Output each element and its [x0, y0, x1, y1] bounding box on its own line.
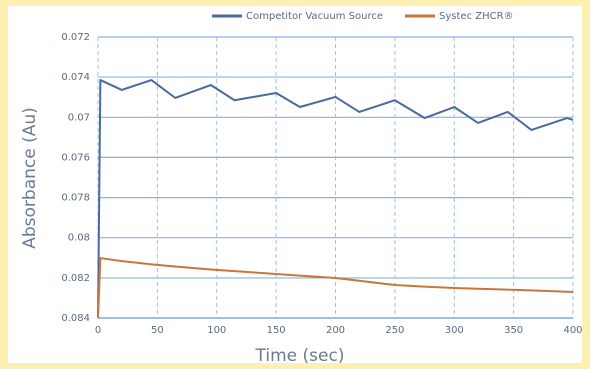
y-tick-label: 0.078: [61, 193, 90, 204]
x-tick-label: 50: [151, 325, 164, 336]
x-tick-label: 350: [504, 325, 523, 336]
x-tick-label: 150: [267, 325, 286, 336]
x-tick-label: 400: [563, 325, 582, 336]
plot-background: [8, 6, 582, 363]
x-tick-label: 0: [95, 325, 101, 336]
y-tick-label: 0.084: [61, 313, 90, 324]
series-line: [97, 257, 574, 319]
y-tick-label: 0.07: [68, 112, 90, 123]
legend-label: Competitor Vacuum Source: [246, 11, 383, 22]
x-tick-label: 100: [207, 325, 226, 336]
x-axis-label: Time (sec): [255, 346, 345, 366]
y-tick-label: 0.072: [61, 32, 90, 43]
series-line: [97, 79, 574, 319]
y-tick-label: 0.074: [61, 72, 90, 83]
y-axis-label: Absorbance (Au): [20, 107, 40, 249]
y-tick-label: 0.076: [61, 152, 90, 163]
x-tick-label: 250: [385, 325, 404, 336]
x-tick-label: 200: [326, 325, 345, 336]
y-tick-label: 0.082: [61, 273, 90, 284]
y-tick-label: 0.08: [68, 233, 90, 244]
legend-label: Systec ZHCR®: [439, 11, 514, 22]
x-tick-label: 300: [445, 325, 464, 336]
